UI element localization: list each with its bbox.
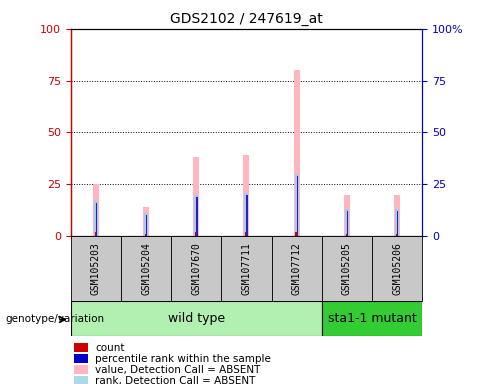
Bar [246, 195, 248, 236]
Bar [395, 209, 399, 236]
Text: GSM107670: GSM107670 [191, 242, 201, 295]
Bar [344, 195, 350, 236]
Text: rank, Detection Call = ABSENT: rank, Detection Call = ABSENT [95, 376, 256, 384]
Text: GSM107712: GSM107712 [292, 242, 302, 295]
Bar [396, 234, 397, 236]
Bar [245, 232, 246, 236]
Bar [146, 215, 147, 236]
FancyBboxPatch shape [322, 301, 422, 336]
Bar [193, 157, 199, 236]
Bar [294, 70, 300, 236]
Bar [74, 376, 88, 384]
Bar [346, 234, 347, 236]
Bar [95, 232, 96, 236]
Bar [74, 354, 88, 363]
Text: GSM105204: GSM105204 [141, 242, 151, 295]
Bar [397, 211, 398, 236]
Bar [74, 366, 88, 374]
Bar [345, 209, 349, 236]
Bar [295, 232, 297, 236]
FancyBboxPatch shape [222, 236, 271, 301]
FancyBboxPatch shape [71, 301, 322, 336]
Bar [74, 343, 88, 352]
Bar [297, 176, 298, 236]
Bar [195, 232, 196, 236]
Bar [295, 174, 299, 236]
Text: value, Detection Call = ABSENT: value, Detection Call = ABSENT [95, 365, 261, 375]
Bar [96, 203, 97, 236]
Bar [244, 193, 248, 236]
Text: sta1-1 mutant: sta1-1 mutant [327, 312, 416, 325]
FancyBboxPatch shape [322, 236, 372, 301]
Title: GDS2102 / 247619_at: GDS2102 / 247619_at [170, 12, 323, 26]
Bar [347, 211, 348, 236]
FancyBboxPatch shape [171, 236, 222, 301]
Bar [94, 201, 98, 236]
FancyBboxPatch shape [71, 236, 121, 301]
Text: genotype/variation: genotype/variation [5, 314, 104, 324]
Text: count: count [95, 343, 125, 353]
Text: GSM105203: GSM105203 [91, 242, 101, 295]
Text: GSM107711: GSM107711 [242, 242, 251, 295]
Text: percentile rank within the sample: percentile rank within the sample [95, 354, 271, 364]
FancyBboxPatch shape [372, 236, 422, 301]
Bar [196, 197, 198, 236]
Text: wild type: wild type [168, 312, 225, 325]
Bar [145, 234, 146, 236]
Bar [244, 155, 249, 236]
Bar [194, 195, 198, 236]
Bar [394, 195, 400, 236]
Bar [143, 207, 149, 236]
FancyBboxPatch shape [121, 236, 171, 301]
Text: GSM105205: GSM105205 [342, 242, 352, 295]
Bar [93, 184, 99, 236]
FancyBboxPatch shape [271, 236, 322, 301]
Text: GSM105206: GSM105206 [392, 242, 402, 295]
Bar [144, 214, 148, 236]
